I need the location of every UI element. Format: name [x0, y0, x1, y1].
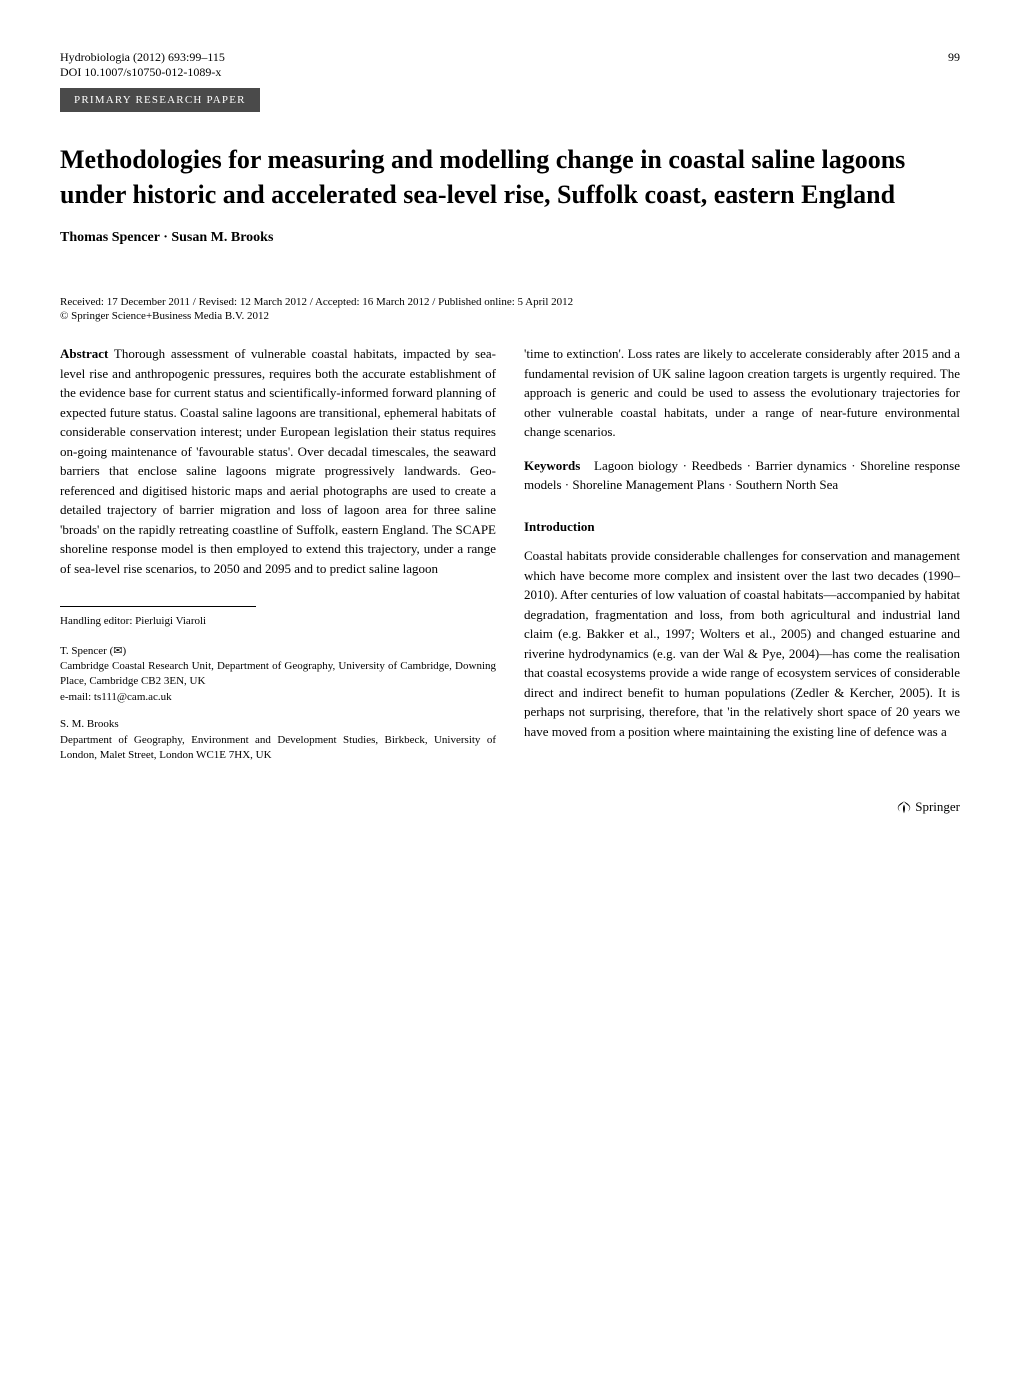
abstract-label: Abstract	[60, 346, 108, 361]
publisher-name: Springer	[915, 799, 960, 814]
body-columns: Abstract Thorough assessment of vulnerab…	[60, 344, 960, 775]
doi: DOI 10.1007/s10750-012-1089-x	[60, 65, 225, 80]
keywords-label: Keywords	[524, 458, 580, 473]
journal-citation: Hydrobiologia (2012) 693:99–115	[60, 50, 225, 65]
keywords-text: Lagoon biology · Reedbeds · Barrier dyna…	[524, 458, 960, 493]
affil-name: T. Spencer (✉)	[60, 644, 496, 659]
article-dates: Received: 17 December 2011 / Revised: 12…	[60, 296, 960, 308]
paper-type-badge: PRIMARY RESEARCH PAPER	[60, 88, 260, 112]
copyright-line: © Springer Science+Business Media B.V. 2…	[60, 310, 960, 322]
keywords-paragraph: Keywords Lagoon biology · Reedbeds · Bar…	[524, 456, 960, 495]
abstract-continuation: 'time to extinction'. Loss rates are lik…	[524, 344, 960, 442]
page-footer: Springer	[60, 799, 960, 816]
running-header: Hydrobiologia (2012) 693:99–115 DOI 10.1…	[60, 50, 960, 80]
introduction-text: Coastal habitats provide considerable ch…	[524, 546, 960, 741]
abstract-paragraph: Abstract Thorough assessment of vulnerab…	[60, 344, 496, 578]
article-title: Methodologies for measuring and modellin…	[60, 142, 960, 212]
page-number: 99	[948, 50, 960, 80]
author-list: Thomas Spencer · Susan M. Brooks	[60, 230, 960, 246]
introduction-heading: Introduction	[524, 517, 960, 537]
affil-address: Cambridge Coastal Research Unit, Departm…	[60, 659, 496, 690]
affil-address: Department of Geography, Environment and…	[60, 733, 496, 764]
affiliation-brooks: S. M. Brooks Department of Geography, En…	[60, 717, 496, 763]
springer-icon	[896, 800, 912, 816]
affil-email: e-mail: ts111@cam.ac.uk	[60, 690, 496, 705]
affiliation-spencer: T. Spencer (✉) Cambridge Coastal Researc…	[60, 644, 496, 706]
handling-editor: Handling editor: Pierluigi Viaroli	[60, 606, 256, 630]
left-column: Abstract Thorough assessment of vulnerab…	[60, 344, 496, 775]
affil-name: S. M. Brooks	[60, 717, 496, 732]
right-column: 'time to extinction'. Loss rates are lik…	[524, 344, 960, 775]
abstract-left-text: Thorough assessment of vulnerable coasta…	[60, 346, 496, 576]
